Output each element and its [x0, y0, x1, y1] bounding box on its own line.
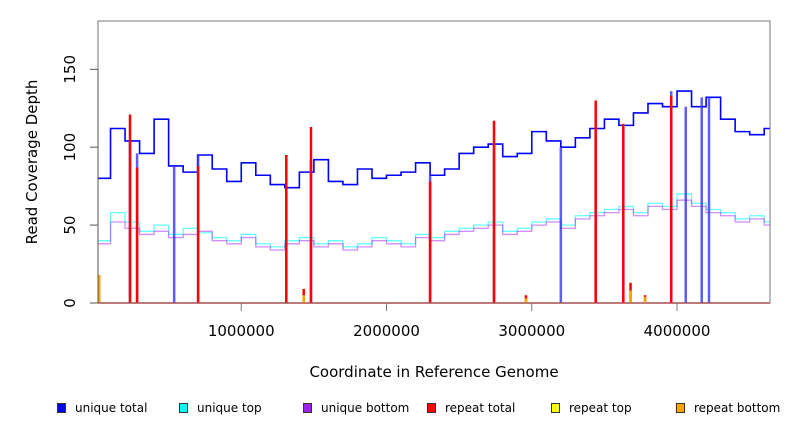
legend-swatch	[57, 403, 66, 413]
axes: 0 50 100 150 1000000 2000000 3000000 4000000	[61, 55, 710, 340]
y-tick-label: 50	[61, 216, 79, 235]
series-line-unique-bottom	[98, 199, 770, 251]
legend-swatch	[179, 403, 188, 413]
legend-item-unique-bottom: unique bottom	[303, 401, 409, 415]
legend-item-repeat-bottom: repeat bottom	[676, 401, 780, 415]
legend-swatch	[303, 403, 312, 413]
legend-label: repeat total	[445, 401, 516, 415]
legend-label: repeat top	[569, 401, 632, 415]
x-axis-label: Coordinate in Reference Genome	[309, 363, 558, 381]
legend-label: unique top	[197, 401, 262, 415]
legend-label: repeat bottom	[694, 401, 781, 415]
y-tick-label: 150	[61, 55, 79, 84]
legend-item-unique-top: unique top	[179, 401, 262, 415]
legend-item-repeat-total: repeat total	[427, 401, 515, 415]
y-tick-label: 100	[61, 133, 79, 162]
x-tick-label: 2000000	[353, 322, 420, 340]
x-tick-label: 3000000	[498, 322, 565, 340]
legend-swatch	[676, 403, 685, 413]
legend-swatch	[551, 403, 560, 413]
plot-marks	[97, 90, 770, 304]
legend-label: unique bottom	[321, 401, 410, 415]
legend-item-unique-total: unique total	[57, 401, 147, 415]
series-line-unique-total	[98, 90, 770, 189]
chart-svg: 0 50 100 150 1000000 2000000 3000000 4000000 Co…	[23, 20, 771, 381]
legend-label: unique total	[75, 401, 148, 415]
y-tick-label: 0	[61, 298, 79, 308]
legend: unique total unique top unique bottom repea…	[0, 401, 792, 417]
legend-item-repeat-top: repeat top	[551, 401, 632, 415]
legend-swatch	[427, 403, 436, 413]
x-tick-label: 4000000	[644, 322, 711, 340]
y-axis-label: Read Coverage Depth	[23, 80, 41, 245]
x-tick-label: 1000000	[208, 322, 275, 340]
